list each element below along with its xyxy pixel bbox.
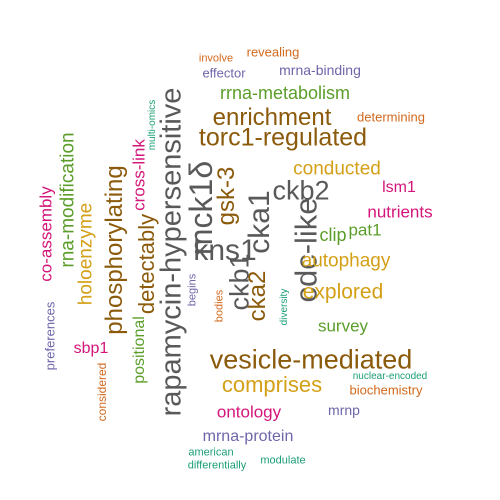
word-rna-modification: rna-modification — [57, 132, 79, 268]
word-mrna-protein: mrna-protein — [202, 428, 294, 445]
word-effector: effector — [202, 65, 246, 81]
word-ontology: ontology — [216, 402, 282, 422]
word-considered: considered — [95, 362, 109, 422]
word-nuclear-encoded: nuclear-encoded — [352, 371, 428, 382]
word-cka2: cka2 — [244, 270, 271, 322]
word-mrnp: mrnp — [328, 402, 360, 418]
word-cross-link: cross-link — [129, 139, 149, 211]
word-gsk-3: gsk-3 — [213, 166, 240, 226]
word-revealing: revealing — [246, 44, 300, 60]
word-vesicle-mediated: vesicle-mediated — [209, 344, 413, 375]
word-diversity: diversity — [279, 288, 290, 326]
word-detectably: detectably — [134, 213, 159, 315]
word-pat1: pat1 — [348, 220, 382, 240]
word-cka1: cka1 — [243, 190, 276, 254]
word-involve: involve — [198, 52, 234, 65]
word-multi-omics: multi-omics — [147, 99, 158, 151]
word-american: american — [188, 446, 234, 459]
word-survey: survey — [317, 316, 369, 336]
word-determining: determining — [357, 109, 425, 125]
word-enrichment: enrichment — [212, 104, 332, 131]
word-phosphorylating: phosphorylating — [101, 165, 128, 335]
word-kns1: kns1 — [193, 234, 257, 267]
word-torc1-regulated: torc1-regulated — [198, 123, 368, 152]
word-nutrients: nutrients — [367, 202, 433, 222]
word-autophagy: autophagy — [301, 250, 391, 272]
word-ckb2: ckb2 — [272, 175, 330, 206]
word-clip: clip — [319, 225, 347, 245]
word-explored: explored — [302, 280, 384, 304]
word-sbp1: sbp1 — [73, 340, 109, 357]
word-conducted: conducted — [293, 158, 381, 180]
word-bodies: bodies — [213, 289, 226, 323]
word-lsm1: lsm1 — [382, 179, 416, 196]
word-comprises: comprises — [221, 372, 323, 397]
word-co-assembly: co-assembly — [36, 186, 56, 282]
word-differentially: differentially — [187, 459, 247, 472]
word-positional: positional — [131, 316, 148, 384]
word-preferences: preferences — [42, 301, 58, 371]
word-rrna-metabolism: rrna-metabolism — [219, 83, 351, 103]
word-biochemistry: biochemistry — [349, 382, 423, 398]
word-mrna-binding: mrna-binding — [279, 62, 361, 78]
word-begins: begins — [186, 273, 199, 307]
word-holoenzyme: holoenzyme — [75, 202, 97, 306]
word-modulate: modulate — [260, 454, 306, 467]
